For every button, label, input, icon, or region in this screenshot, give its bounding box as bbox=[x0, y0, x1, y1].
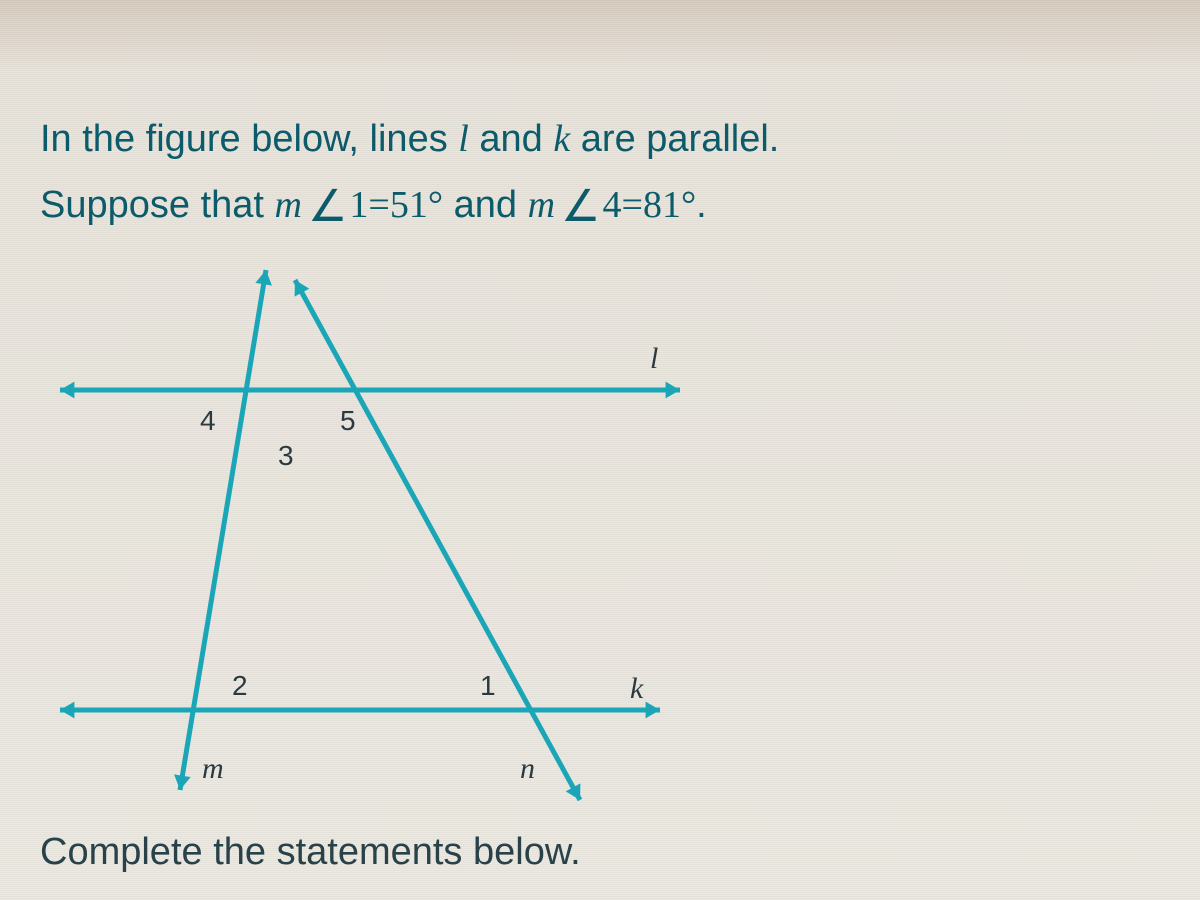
arrowhead bbox=[666, 382, 680, 399]
angle-sym: ∠ bbox=[561, 173, 600, 241]
var-m: m bbox=[528, 184, 555, 226]
angle-num-1: 1 bbox=[349, 184, 368, 226]
problem-line-1: In the figure below, lines l and k are p… bbox=[40, 110, 779, 169]
line-label-k: k bbox=[630, 672, 644, 705]
figure-svg: 1 2 3 4 5 l k m n bbox=[40, 250, 760, 810]
eq: = bbox=[622, 184, 643, 226]
problem-line-2: Suppose that m∠1=51° and m∠4=81°. bbox=[40, 169, 779, 237]
txt: and bbox=[469, 118, 554, 160]
deg-sym: ° bbox=[681, 184, 696, 226]
arrowhead bbox=[646, 702, 660, 719]
angle-label-1: 1 bbox=[480, 670, 496, 701]
txt: Suppose that bbox=[40, 184, 275, 226]
eq: = bbox=[368, 184, 389, 226]
footer-instruction: Complete the statements below. bbox=[40, 831, 581, 874]
problem-statement: In the figure below, lines l and k are p… bbox=[40, 110, 779, 237]
period: . bbox=[696, 184, 707, 226]
line-label-l: l bbox=[650, 342, 658, 375]
var-l: l bbox=[458, 118, 469, 160]
geometry-figure: 1 2 3 4 5 l k m n bbox=[40, 250, 760, 810]
angle-sym: ∠ bbox=[308, 173, 347, 241]
deg-sym: ° bbox=[428, 184, 443, 226]
arrowhead bbox=[60, 382, 74, 399]
txt: and bbox=[443, 184, 528, 226]
txt: In the figure below, lines bbox=[40, 118, 458, 160]
angle-num-4: 4 bbox=[603, 184, 622, 226]
var-k: k bbox=[553, 118, 570, 160]
angle-label-2: 2 bbox=[232, 670, 248, 701]
angle-label-3: 3 bbox=[278, 440, 294, 471]
line-n bbox=[295, 280, 580, 800]
val-81: 81 bbox=[643, 184, 681, 226]
txt: are parallel. bbox=[570, 118, 779, 160]
arrowhead bbox=[60, 702, 74, 719]
line-label-m: m bbox=[202, 752, 224, 785]
val-51: 51 bbox=[390, 184, 428, 226]
var-m: m bbox=[275, 184, 302, 226]
angle-label-5: 5 bbox=[340, 405, 356, 436]
line-label-n: n bbox=[520, 752, 535, 785]
angle-label-4: 4 bbox=[200, 405, 216, 436]
